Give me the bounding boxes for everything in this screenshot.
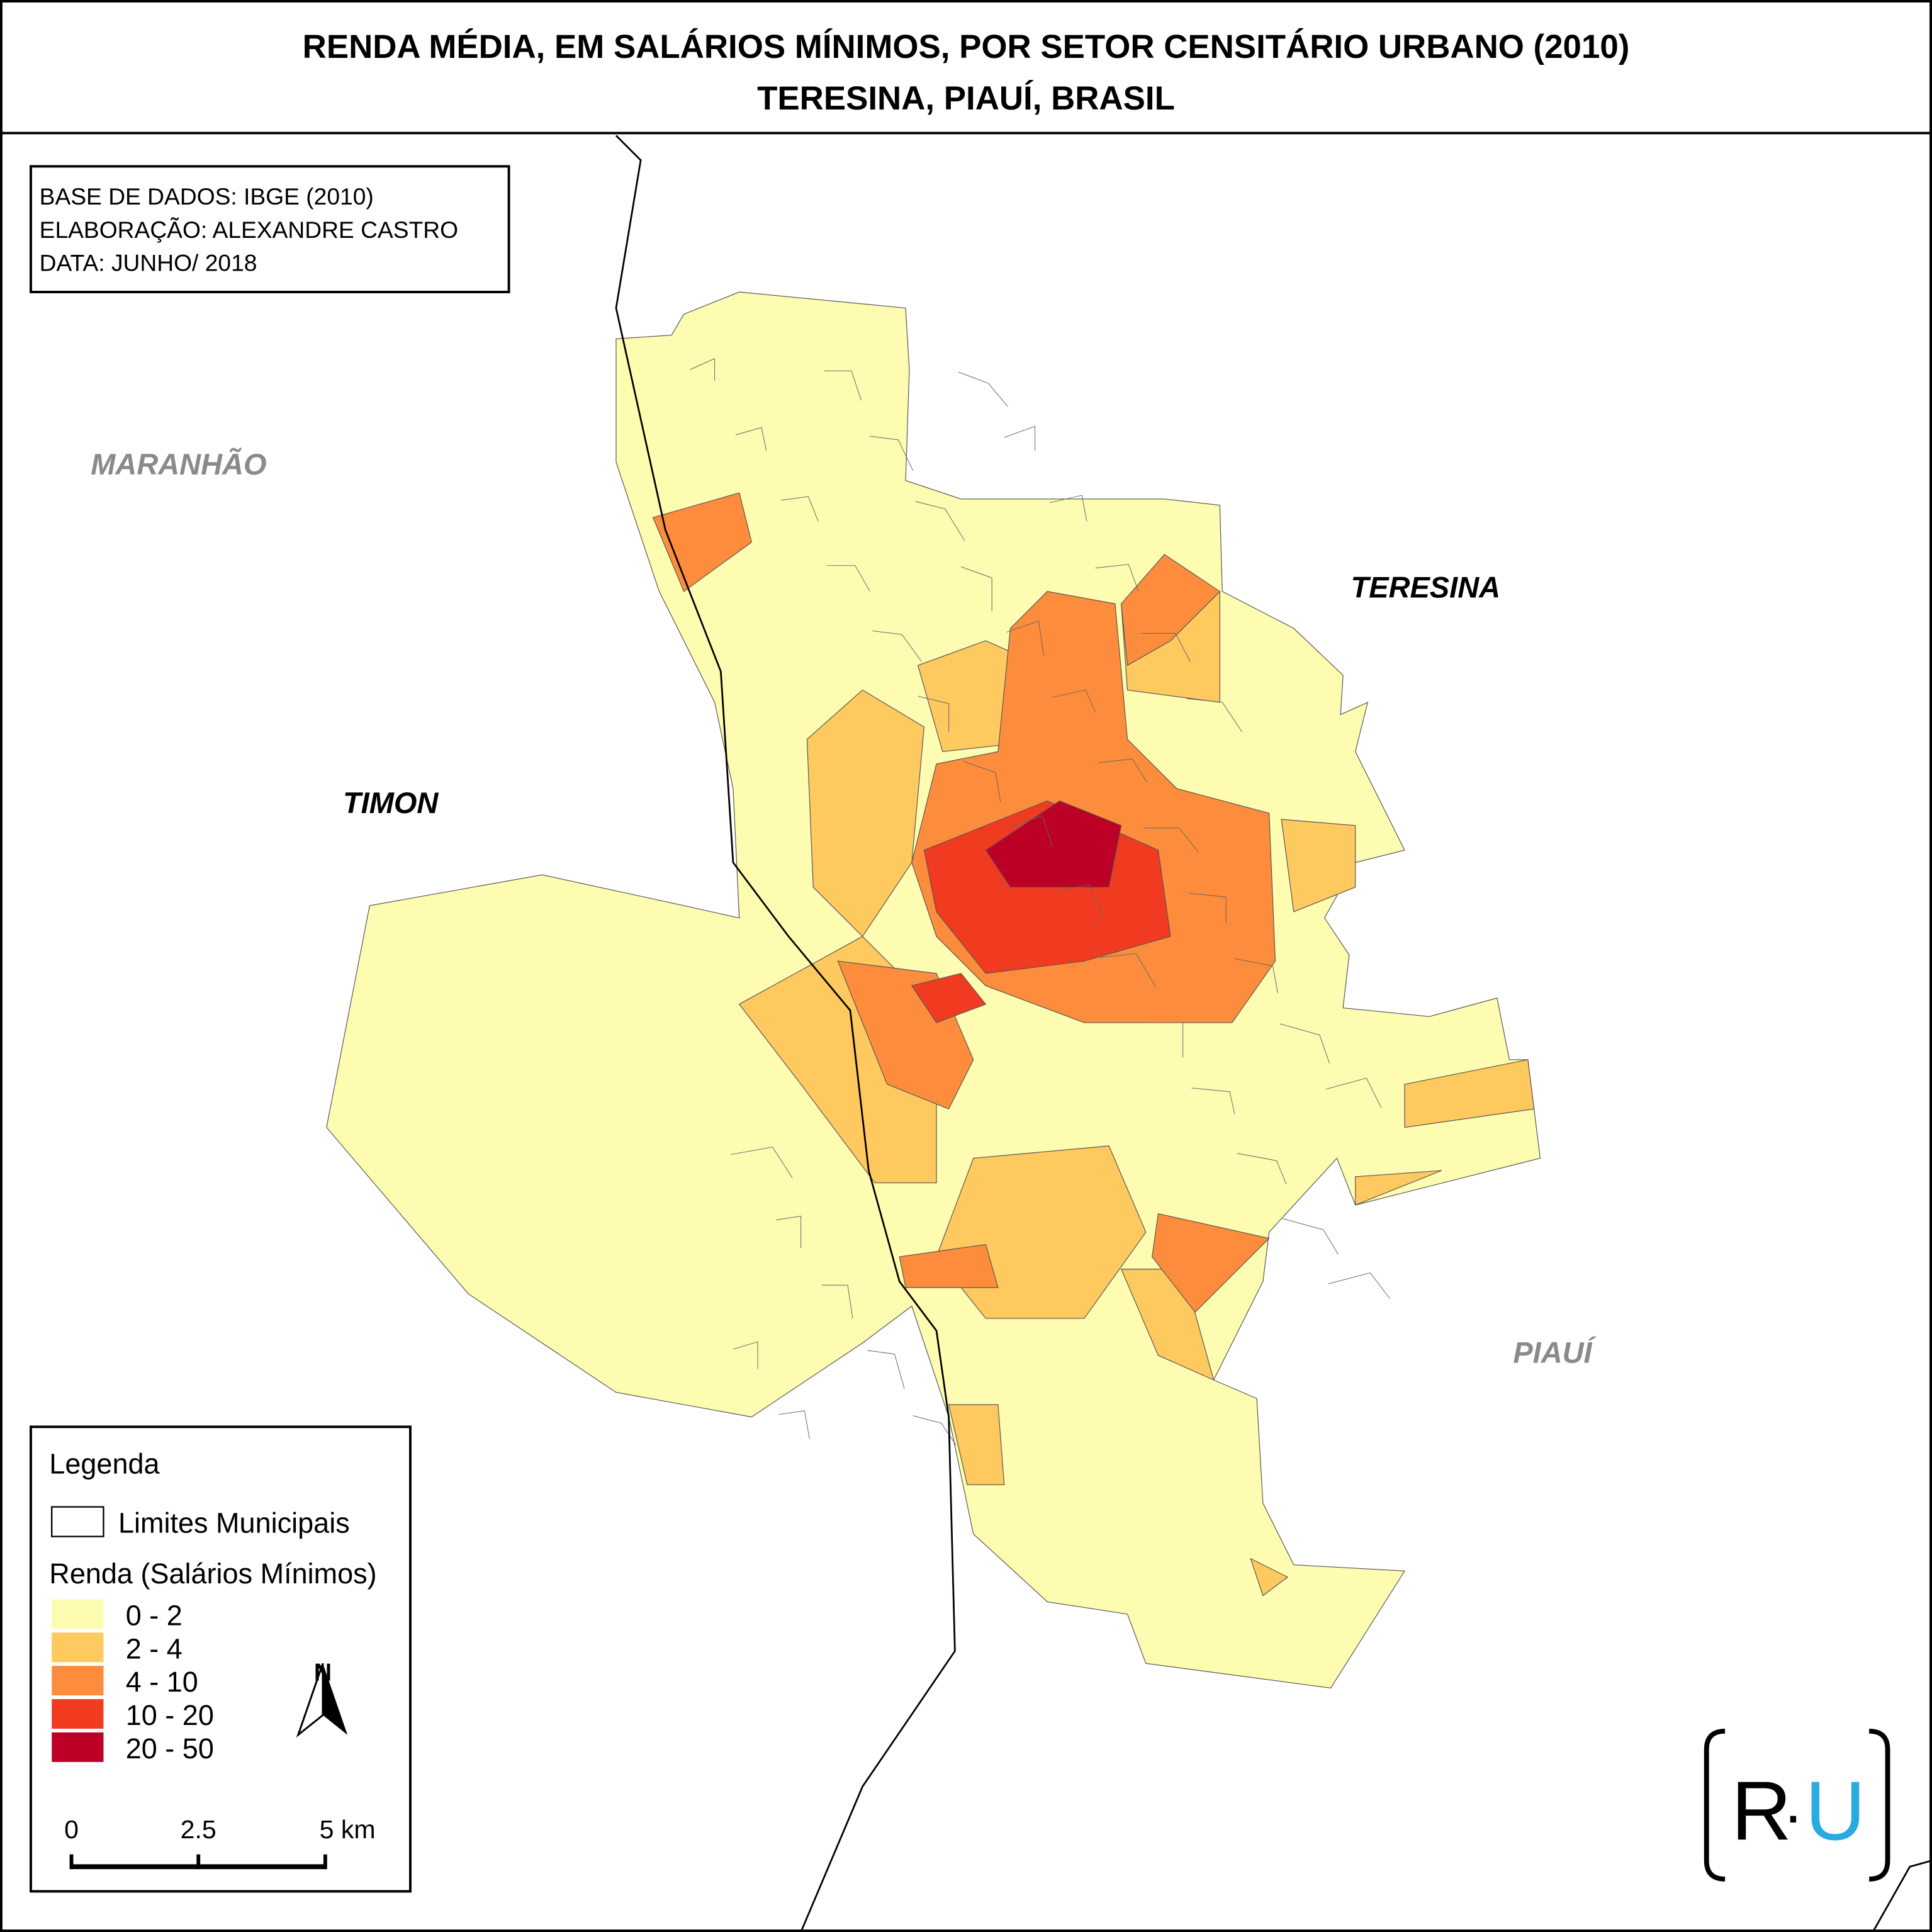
tract-line (1141, 632, 1191, 662)
scale-label: 2.5 (181, 1815, 216, 1844)
legend-subtitle: Renda (Salários Mínimos) (49, 1558, 376, 1590)
region-label: TIMON (343, 786, 439, 819)
tract-line (1186, 698, 1242, 733)
legend: Legenda Limites Municipais Renda (Salári… (29, 1425, 412, 1893)
tract-line (824, 370, 862, 401)
title: RENDA MÉDIA, EM SALÁRIOS MÍNIMOS, POR SE… (303, 28, 1630, 65)
tract-line (1234, 958, 1278, 994)
tract-line (1052, 689, 1096, 712)
legend-swatch (51, 1506, 104, 1537)
map (326, 291, 1541, 1688)
legend-label: 2 - 4 (126, 1632, 183, 1665)
region-label: MARANHÃO (91, 447, 266, 481)
legend-swatch (52, 1599, 104, 1629)
legend-swatch (52, 1666, 104, 1696)
census-zone (948, 1404, 1005, 1485)
tract-line (1054, 884, 1104, 917)
tract-line (733, 1341, 758, 1369)
credit: ELABORAÇÃO: ALEXANDRE CASTRO (40, 216, 458, 243)
tract-line (1283, 1218, 1339, 1255)
tract-line (913, 1415, 957, 1446)
legend-label: 0 - 2 (126, 1599, 183, 1631)
tract-line (1009, 815, 1053, 847)
credit: BASE DE DADOS: IBGE (2010) (40, 183, 374, 210)
credit: DATA: JUNHO/ 2018 (40, 250, 257, 276)
census-zone (1404, 1059, 1535, 1128)
logo-bracket (1704, 1728, 1726, 1882)
census-zone (652, 492, 752, 592)
tract-line (1145, 1022, 1184, 1057)
legend-swatch (52, 1632, 104, 1663)
logo-dot: · (1783, 1780, 1804, 1849)
subtitle: TERESINA, PIAUÍ, BRASIL (757, 79, 1175, 117)
tract-line (1098, 758, 1148, 783)
legend-title: Legenda (49, 1448, 160, 1480)
census-zone (1250, 1558, 1289, 1597)
scale-label: 5 km (320, 1815, 376, 1844)
tract-line (1006, 621, 1044, 656)
region-label: PIAUÍ (1513, 1335, 1596, 1369)
tract-line (961, 566, 992, 612)
river-boundary (615, 135, 956, 1932)
tract-line (1328, 1272, 1390, 1299)
legend-swatch (52, 1732, 104, 1762)
tract-line (1095, 564, 1139, 592)
legend-label: 10 - 20 (126, 1699, 214, 1731)
census-zone (911, 973, 987, 1023)
north-label: N (314, 1660, 332, 1687)
legend-label: 20 - 50 (126, 1733, 214, 1765)
tract-line (1189, 892, 1227, 923)
tract-line (1143, 828, 1199, 853)
census-zone (1152, 1213, 1270, 1313)
tract-line (958, 371, 1008, 407)
tract-line (1325, 1077, 1382, 1108)
tract-line (963, 761, 1001, 802)
north-arrow (322, 1663, 348, 1735)
logo-bracket (1868, 1728, 1890, 1882)
boundary (1872, 1860, 1932, 1932)
tract-line (867, 1350, 905, 1389)
tract-line (1280, 1023, 1330, 1064)
tract-line (776, 1215, 802, 1249)
census-zone (985, 800, 1122, 888)
census-zone (899, 1244, 999, 1288)
census-zone (1355, 1170, 1442, 1206)
tract-line (778, 1410, 810, 1439)
credits-box (29, 165, 510, 293)
tract-line (781, 496, 819, 522)
logo-r: R (1731, 1764, 1792, 1858)
legend-label: Limites Municipais (118, 1507, 350, 1539)
tract-line (915, 501, 965, 541)
scale-label: 0 (64, 1815, 79, 1844)
census-zone (1281, 819, 1356, 913)
logo: R · U (1704, 1728, 1890, 1882)
census-zone (1121, 554, 1221, 666)
tract-line (735, 427, 767, 451)
tract-line (870, 435, 914, 471)
tract-line (1050, 495, 1087, 522)
tract-line (1191, 1087, 1235, 1115)
region-label: TERESINA (1351, 571, 1500, 604)
tract-line (1004, 425, 1036, 451)
legend-label: 4 - 10 (126, 1666, 198, 1698)
tract-line (730, 1147, 793, 1179)
tract-line (872, 630, 922, 662)
tract-line (821, 1284, 853, 1319)
tract-line (690, 357, 716, 381)
logo-u: U (1805, 1764, 1865, 1858)
tract-line (826, 565, 870, 592)
tract-line (1237, 1153, 1287, 1184)
tract-line (918, 695, 950, 732)
tract-line (1100, 953, 1156, 987)
legend-swatch (52, 1699, 104, 1729)
